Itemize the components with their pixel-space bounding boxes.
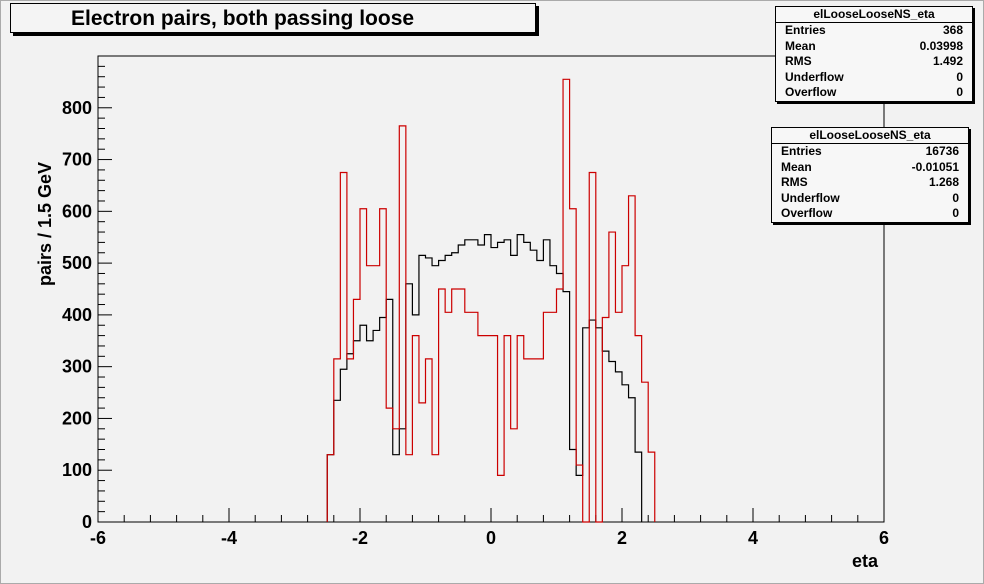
histogram-bin-s2 (399, 126, 406, 522)
histogram-bin-s2 (498, 475, 505, 522)
x-tick-label: -6 (90, 528, 106, 548)
histogram-bin-s2 (373, 266, 380, 522)
y-tick-label: 800 (62, 98, 92, 118)
histogram-bin-s2 (380, 209, 387, 522)
histogram-bin-s2 (484, 336, 491, 522)
x-tick-label: 4 (748, 528, 758, 548)
histogram-series-2 (326, 78, 656, 523)
histogram-bin-s2 (609, 232, 616, 522)
histogram-bin-s2 (615, 312, 622, 522)
histogram-bin-s2 (353, 299, 360, 522)
plot-title-text: Electron pairs, both passing loose (71, 7, 415, 30)
histogram-bin-s2 (504, 336, 511, 522)
histogram-bin-s2 (550, 312, 557, 522)
histogram-bin-s2 (419, 403, 426, 522)
histogram-bin-s2 (517, 336, 524, 522)
y-tick-label: 0 (82, 512, 92, 532)
histogram-bin-s2 (543, 312, 550, 522)
histogram-bin-s1 (596, 328, 603, 522)
histogram-bin-s2 (557, 289, 564, 522)
histogram-bin-s2 (622, 266, 629, 522)
stats-row-underflow: Underflow 0 (785, 69, 963, 84)
histogram-bin-s2 (537, 359, 544, 522)
x-tick-label: 0 (486, 528, 496, 548)
y-tick-label: 500 (62, 253, 92, 273)
histogram-bin-s2 (524, 359, 531, 522)
histogram-bin-s2 (445, 312, 452, 522)
histogram-bin-s2 (439, 289, 446, 522)
histogram-bin-s2 (393, 429, 400, 522)
histogram-bin-s2 (360, 209, 367, 522)
histogram-bin-s2 (406, 455, 413, 522)
histogram-bin-s2 (452, 289, 459, 522)
stats-row-mean: Mean -0.01051 (781, 159, 959, 174)
histogram-bin-s2 (367, 266, 374, 522)
histogram-bin-s2 (602, 317, 609, 522)
histogram-bin-s2 (478, 336, 485, 522)
stats-box-2-name: elLooseLooseNS_eta (772, 128, 968, 144)
plot-title: Electron pairs, both passing loose (10, 3, 536, 33)
x-tick-label: 2 (617, 528, 627, 548)
stats-row-mean: Mean 0.03998 (785, 38, 963, 53)
histogram-bin-s2 (432, 455, 439, 522)
y-tick-label: 100 (62, 460, 92, 480)
stats-row-entries: Entries 16736 (781, 144, 959, 158)
histogram-bin-s2 (589, 173, 596, 523)
histogram-bin-s2 (491, 336, 498, 522)
y-tick-label: 200 (62, 408, 92, 428)
histogram-bin-s2 (412, 336, 419, 522)
stats-row-entries: Entries 368 (785, 23, 963, 37)
histogram-bin-s2 (530, 359, 537, 522)
histogram-bin-s2 (511, 429, 518, 522)
histogram-bin-s2 (471, 312, 478, 522)
histogram-bin-s2 (648, 452, 655, 522)
y-axis-label: pairs / 1.5 GeV (35, 161, 55, 286)
histogram-bin-s2 (642, 382, 649, 522)
stats-box-1: elLooseLooseNS_eta Entries 368 Mean 0.0399… (775, 6, 973, 102)
histogram-bin-s2 (426, 359, 433, 522)
stats-row-rms: RMS 1.492 (785, 54, 963, 69)
stats-box-2: elLooseLooseNS_eta Entries 16736 Mean -0.0… (771, 127, 969, 223)
histogram-bin-s2 (327, 455, 334, 522)
y-tick-label: 300 (62, 357, 92, 377)
x-tick-label: 6 (879, 528, 889, 548)
histogram-bin-s2 (570, 209, 577, 522)
y-tick-label: 400 (62, 305, 92, 325)
x-tick-label: -2 (352, 528, 368, 548)
histogram-bin-s2 (576, 465, 583, 522)
y-tick-label: 700 (62, 150, 92, 170)
histogram-bin-s2 (563, 79, 570, 522)
stats-row-underflow: Underflow 0 (781, 190, 959, 205)
histogram-bin-s2 (340, 173, 347, 523)
stats-row-overflow: Overflow 0 (781, 206, 959, 221)
histogram-bin-s2 (465, 312, 472, 522)
x-axis-label: eta (852, 551, 879, 571)
histogram-bin-s2 (458, 289, 465, 522)
histogram-bin-s2 (635, 336, 642, 522)
histogram-bin-s2 (347, 359, 354, 522)
histogram-bin-s1 (583, 328, 590, 522)
plot-frame (97, 55, 885, 523)
histogram-bin-s2 (386, 408, 393, 522)
stats-row-overflow: Overflow 0 (785, 85, 963, 100)
stats-row-rms: RMS 1.268 (781, 175, 959, 190)
stats-box-1-name: elLooseLooseNS_eta (776, 7, 972, 23)
histogram-bin-s2 (334, 359, 341, 522)
y-tick-label: 600 (62, 201, 92, 221)
x-tick-label: -4 (221, 528, 237, 548)
histogram-bin-s2 (629, 196, 636, 522)
